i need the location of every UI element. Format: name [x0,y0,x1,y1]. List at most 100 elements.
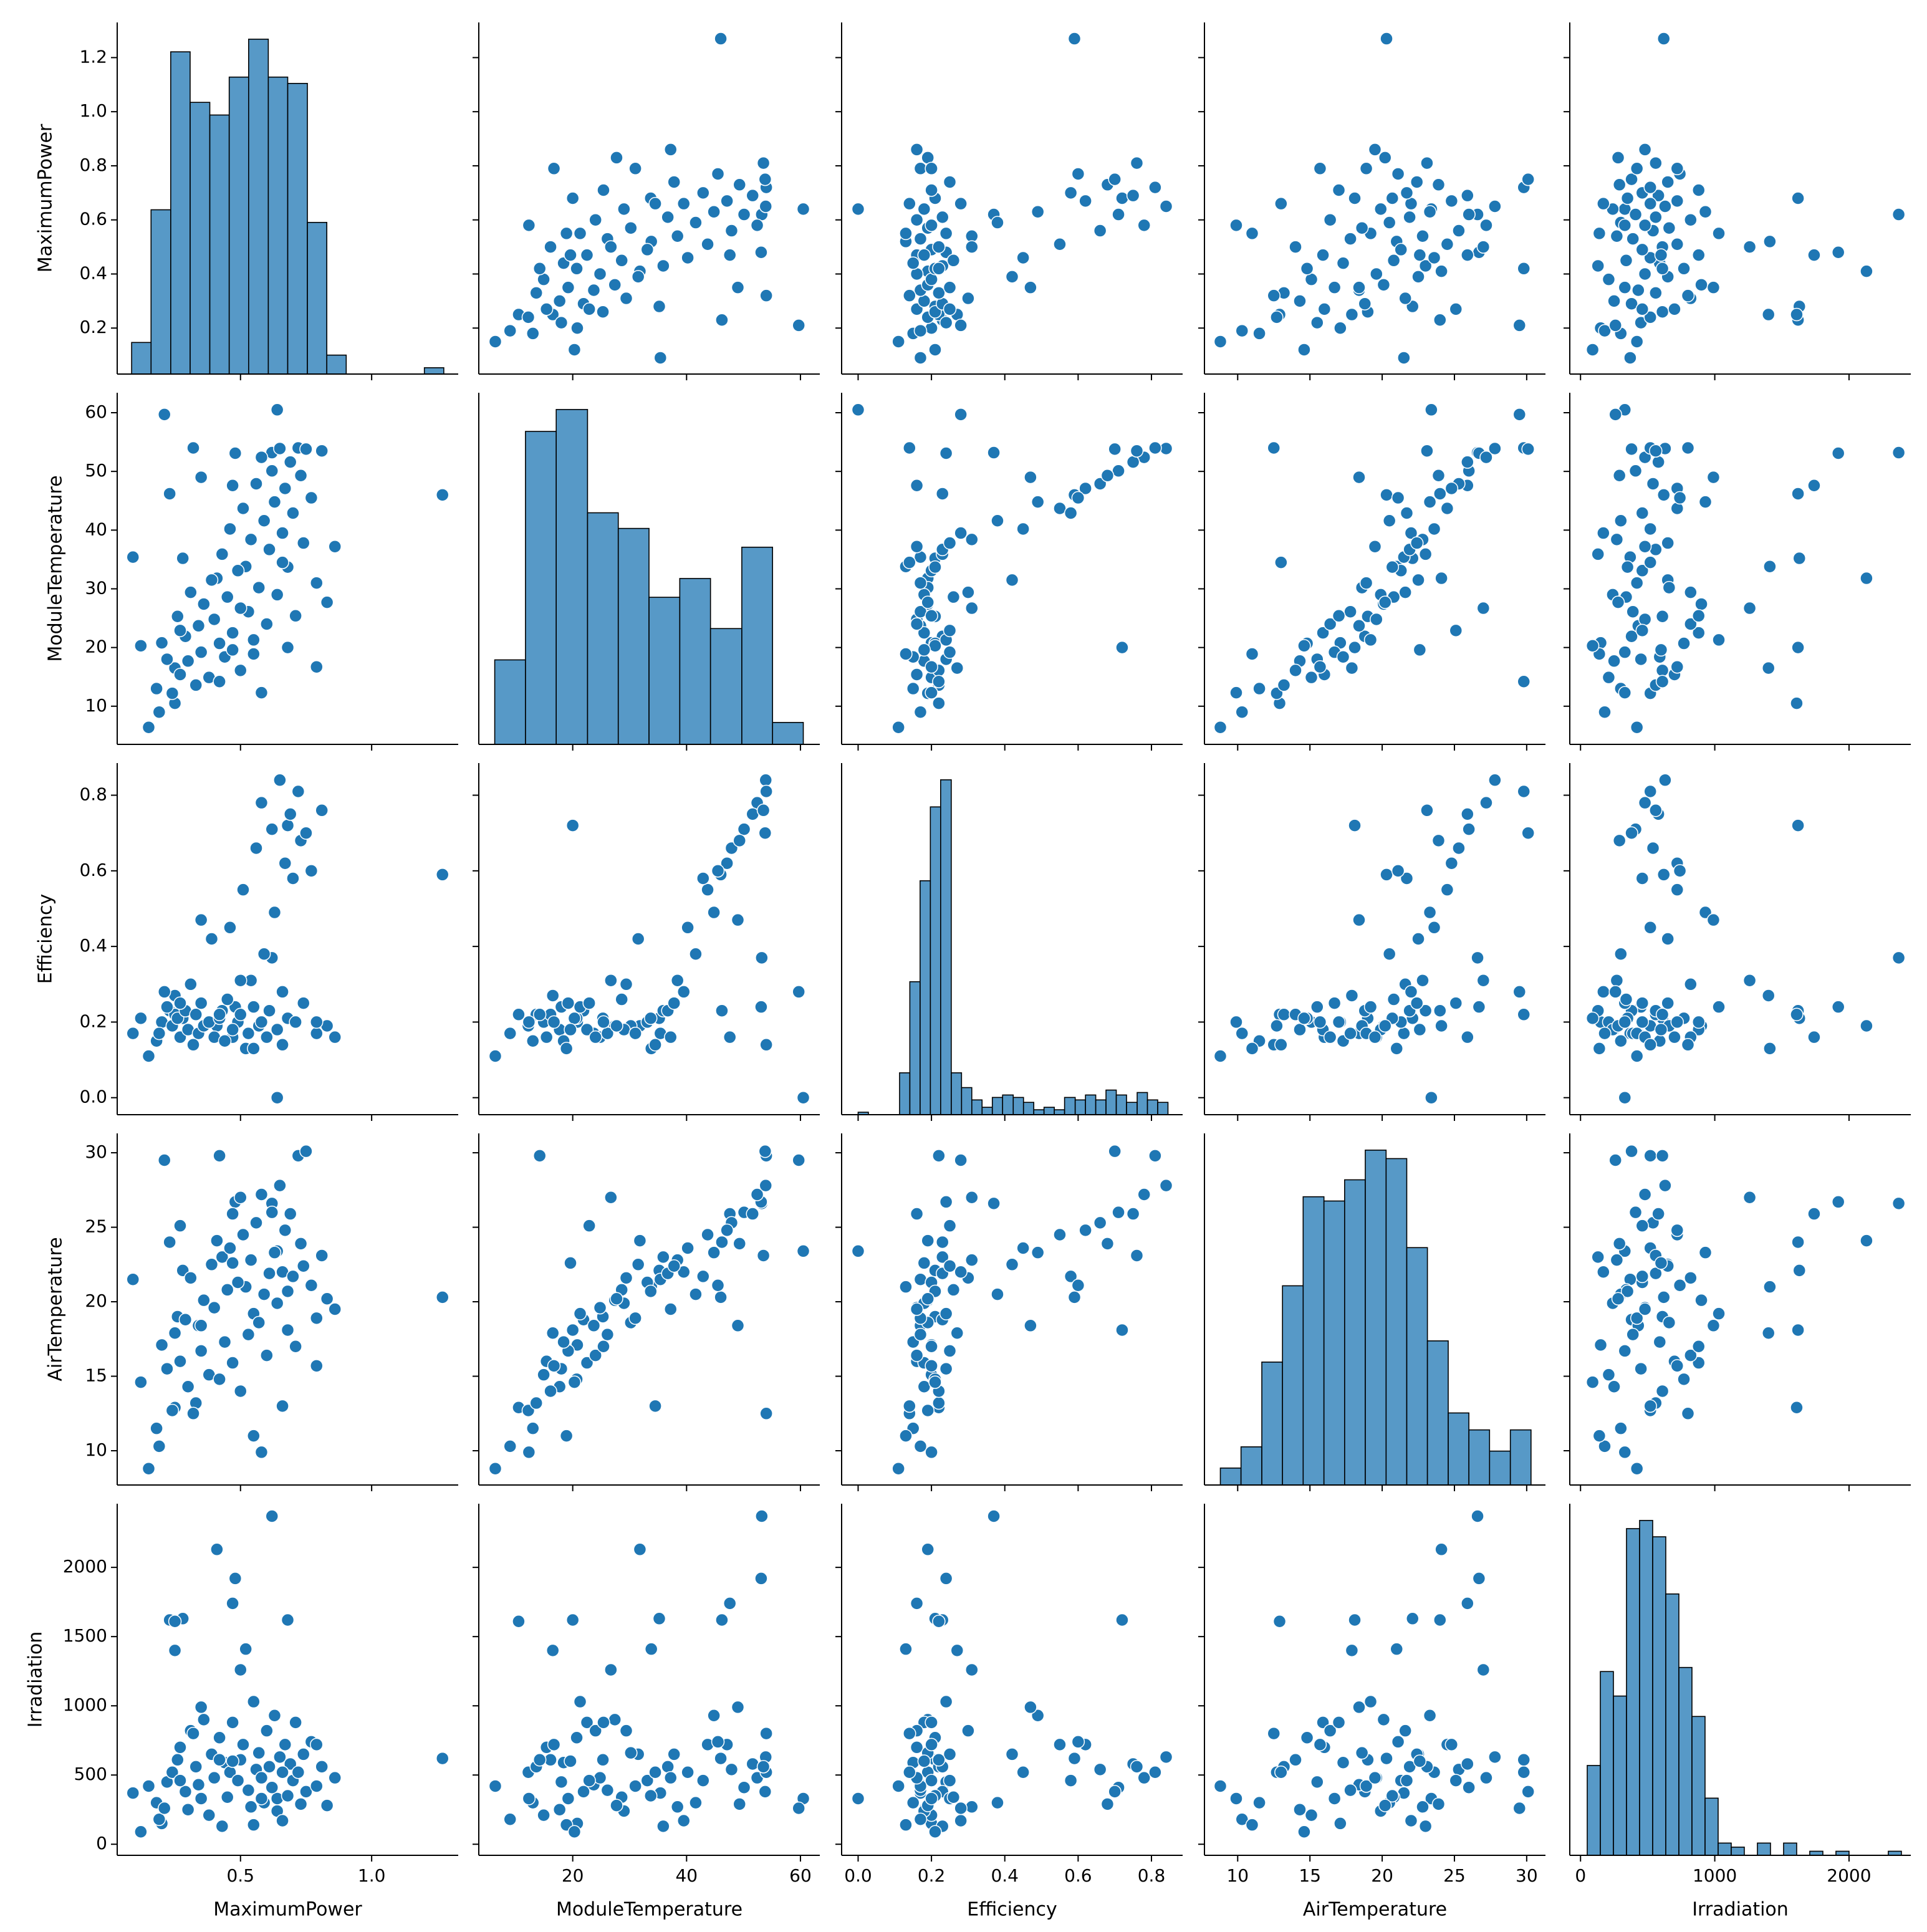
scatter-point [1656,1290,1671,1304]
scatter-point [207,1771,221,1785]
scatter-point [1108,442,1122,456]
histogram-bar [1282,1285,1304,1486]
scatter-point [488,1049,502,1063]
scatter-point [1444,481,1459,496]
scatter-point [1403,210,1416,224]
scatter-point [1400,186,1414,200]
scatter-point [1607,294,1621,308]
scatter-point [1694,278,1708,292]
scatter-point [1655,1384,1670,1398]
scatter-point [1449,1774,1463,1787]
scatter-point [270,1022,284,1037]
scatter-point [1649,804,1663,817]
scatter-point [310,1737,324,1752]
scatter-point [1391,1735,1405,1749]
scatter-point [619,1271,633,1285]
scatter-point [1400,506,1414,520]
scatter-point [640,1774,655,1787]
scatter-point [296,536,310,550]
scatter-point [921,1234,935,1247]
scatter-point [168,1643,182,1658]
scatter-point [1677,1372,1691,1387]
histogram-bar [1665,1593,1680,1856]
scatter-point [1626,1327,1640,1342]
scatter-point [210,1234,224,1247]
scatter-point [1274,196,1288,211]
histogram-bar [1426,1340,1449,1486]
scatter-point [191,619,206,633]
scatter-point [759,784,773,799]
scatter-point [1137,218,1151,233]
scatter-point [231,1774,245,1787]
scatter-point [152,1812,166,1827]
scatter-point [965,240,979,254]
scatter-point [181,654,195,668]
scatter-point [1363,1694,1378,1709]
scatter-point [1148,1149,1162,1163]
scatter-point [1277,1007,1291,1022]
scatter-point [754,1000,768,1014]
x-tick-label: 2000 [1827,1865,1871,1886]
scatter-point [1681,289,1695,302]
scatter-point [1792,1264,1807,1277]
scatter-point [1634,652,1648,666]
scatter-point [265,464,279,478]
scatter-point [1130,1760,1144,1774]
histogram-bar [1600,1671,1614,1856]
scatter-point [648,1038,662,1052]
scatter-point [150,681,163,696]
scatter-point [600,1327,615,1342]
scatter-point [160,652,174,666]
scatter-point [792,1153,805,1167]
scatter-point [254,1445,269,1459]
scatter-point [1267,1726,1281,1741]
scatter-point [1213,1779,1228,1793]
scatter-point [1377,278,1391,292]
scatter-point [328,1030,342,1044]
scatter-point [925,1792,938,1805]
scatter-point [320,1292,334,1306]
scatter-point [707,204,721,219]
scatter-point [711,1735,725,1749]
scatter-point [1115,1613,1129,1627]
scatter-point [1327,996,1342,1010]
scatter-point [1646,841,1660,855]
scatter-point [310,1359,324,1373]
scatter-point [257,514,271,528]
scatter-point [150,1421,163,1435]
scatter-point [733,1797,746,1811]
histogram-bar [1219,1468,1242,1486]
scatter-point [1252,327,1266,340]
scatter-point [1391,864,1405,878]
scatter-point [1297,1825,1311,1839]
scatter-point [597,1339,610,1353]
scatter-point [724,1762,739,1777]
scatter-point [267,495,282,509]
scatter-point [215,1819,229,1833]
scatter-point [260,1030,274,1044]
scatter-point [954,1814,968,1828]
scatter-point [1462,1781,1476,1794]
scatter-point [194,1700,208,1714]
scatter-point [714,1751,728,1766]
scatter-point [756,1249,771,1262]
scatter-point [1628,1205,1643,1219]
histogram-bar [1365,1150,1387,1486]
scatter-point [759,773,772,787]
scatter-point [899,226,913,241]
scatter-point [610,1019,623,1033]
scatter-point [281,1284,295,1299]
scatter-point [564,1754,577,1768]
scatter-point [247,1042,261,1055]
scatter-point [707,1246,721,1259]
scatter-point [270,403,284,417]
scatter-point [304,491,319,505]
histogram-bar [971,1099,983,1115]
scatter-point [628,161,642,176]
scatter-point [1363,633,1378,647]
scatter-point [1790,696,1804,710]
x-axis-label: ModuleTemperature [556,1899,742,1921]
histogram-bar [190,102,211,375]
scatter-point [231,1276,245,1289]
scatter-point [532,262,547,276]
